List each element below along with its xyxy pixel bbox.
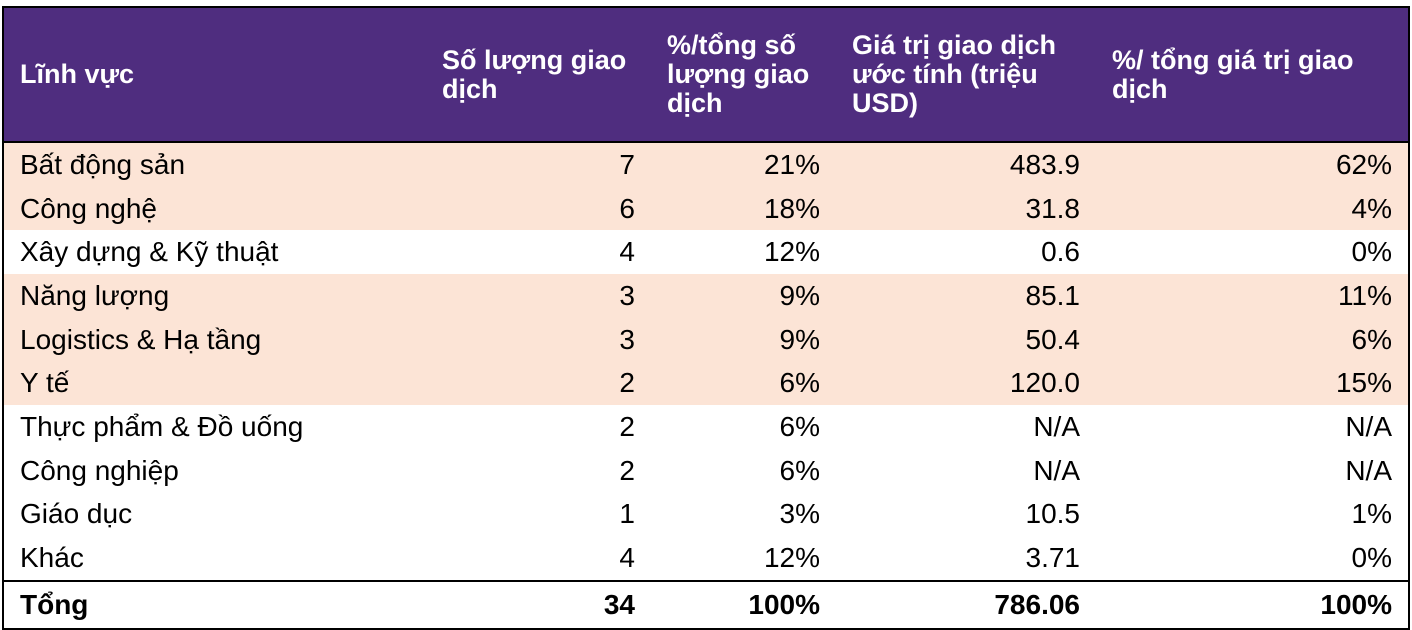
cell-deal-count: 2 xyxy=(426,361,651,406)
header-row: Lĩnh vực Số lượng giao dịch %/tổng số lư… xyxy=(3,7,1409,143)
cell-deal-count: 4 xyxy=(619,236,635,268)
header-deal-value-pct: %/ tổng giá trị giao dịch xyxy=(1096,7,1409,143)
cell-sector: Giáo dục xyxy=(20,498,133,530)
cell-deal-count-pct: 3% xyxy=(779,498,820,530)
table-row: Y tế 2 6% 120.0 15% xyxy=(3,361,1409,406)
cell-deal-value: 483.9 xyxy=(836,142,1096,187)
cell-deal-value-pct: 4% xyxy=(1096,186,1409,231)
cell-deal-value: N/A xyxy=(1033,454,1080,486)
cell-sector: Xây dựng & Kỹ thuật xyxy=(20,236,279,268)
header-deal-count: Số lượng giao dịch xyxy=(426,7,651,143)
cell-deal-value-pct: 15% xyxy=(1096,361,1409,406)
cell-deal-count: 3 xyxy=(426,274,651,318)
cell-deal-count: 1 xyxy=(619,498,635,530)
total-deal-count: 34 xyxy=(426,579,651,629)
total-sector: Tổng xyxy=(3,579,426,629)
cell-sector: Năng lượng xyxy=(3,274,426,318)
cell-deal-value: 120.0 xyxy=(836,361,1096,406)
total-row: Tổng 34 100% 786.06 100% xyxy=(3,579,1409,629)
cell-deal-count-pct: 6% xyxy=(779,410,820,442)
cell-sector: Bất động sản xyxy=(3,142,426,187)
cell-deal-value: 31.8 xyxy=(836,186,1096,231)
table-row: Giáo dục 1 3% 10.5 1% xyxy=(3,493,1409,537)
cell-deal-count-pct: 6% xyxy=(651,361,836,406)
cell-deal-value: 3.71 xyxy=(1025,542,1081,574)
cell-deal-value-pct: 62% xyxy=(1096,142,1409,187)
cell-deal-count: 2 xyxy=(619,410,635,442)
cell-deal-count: 4 xyxy=(619,542,635,574)
cell-deal-count-pct: 12% xyxy=(763,542,820,574)
cell-deal-count-pct: 18% xyxy=(651,186,836,231)
cell-deal-value-pct: 0% xyxy=(1351,236,1392,268)
table-row: Công nghiệp 2 6% N/A N/A xyxy=(3,449,1409,493)
total-deal-value-pct: 100% xyxy=(1096,579,1409,629)
table-row: Bất động sản 7 21% 483.9 62% xyxy=(3,142,1409,187)
total-deal-value: 786.06 xyxy=(836,579,1096,629)
cell-deal-value-pct: 0% xyxy=(1351,542,1392,574)
cell-deal-count-pct: 21% xyxy=(651,142,836,187)
header-sector: Lĩnh vực xyxy=(3,7,426,143)
cell-deal-value: 50.4 xyxy=(836,317,1096,362)
cell-deal-value-pct: 1% xyxy=(1351,498,1392,530)
cell-deal-value: 10.5 xyxy=(1025,498,1081,530)
header-deal-value: Giá trị giao dịch ước tính (triệu USD) xyxy=(836,7,1096,143)
total-deal-count-pct: 100% xyxy=(651,579,836,629)
header-deal-count-pct: %/tổng số lượng giao dịch xyxy=(651,7,836,143)
cell-deal-count: 3 xyxy=(426,317,651,362)
table-row: Logistics & Hạ tầng 3 9% 50.4 6% xyxy=(3,317,1409,362)
cell-sector: Công nghệ xyxy=(3,186,426,231)
cell-deal-count-pct: 9% xyxy=(651,317,836,362)
table-row: Khác 4 12% 3.71 0% xyxy=(3,536,1409,581)
cell-deal-value: 0.6 xyxy=(1041,236,1080,268)
table-row: Năng lượng 3 9% 85.1 11% xyxy=(3,274,1409,318)
cell-deal-value-pct: 6% xyxy=(1096,317,1409,362)
cell-deal-value: N/A xyxy=(1033,410,1080,442)
cell-deal-value-pct: N/A xyxy=(1345,410,1392,442)
sector-deals-table: Lĩnh vực Số lượng giao dịch %/tổng số lư… xyxy=(2,6,1410,630)
cell-deal-count: 2 xyxy=(619,454,635,486)
cell-deal-value-pct: 11% xyxy=(1096,274,1409,318)
cell-deal-count-pct: 9% xyxy=(651,274,836,318)
cell-deal-count-pct: 6% xyxy=(779,454,820,486)
cell-deal-value-pct: N/A xyxy=(1345,454,1392,486)
cell-sector: Công nghiệp xyxy=(20,454,179,486)
cell-deal-count: 7 xyxy=(426,142,651,187)
cell-sector: Y tế xyxy=(3,361,426,406)
cell-deal-count: 6 xyxy=(426,186,651,231)
table-row: Xây dựng & Kỹ thuật 4 12% 0.6 0% xyxy=(3,230,1409,274)
table-row: Công nghệ 6 18% 31.8 4% xyxy=(3,186,1409,231)
cell-deal-value: 85.1 xyxy=(836,274,1096,318)
cell-sector: Thực phẩm & Đồ uống xyxy=(20,410,304,442)
cell-sector: Logistics & Hạ tầng xyxy=(3,317,426,362)
table-row: Thực phẩm & Đồ uống 2 6% N/A N/A xyxy=(3,405,1409,449)
cell-deal-count-pct: 12% xyxy=(763,236,820,268)
cell-sector: Khác xyxy=(20,542,84,574)
